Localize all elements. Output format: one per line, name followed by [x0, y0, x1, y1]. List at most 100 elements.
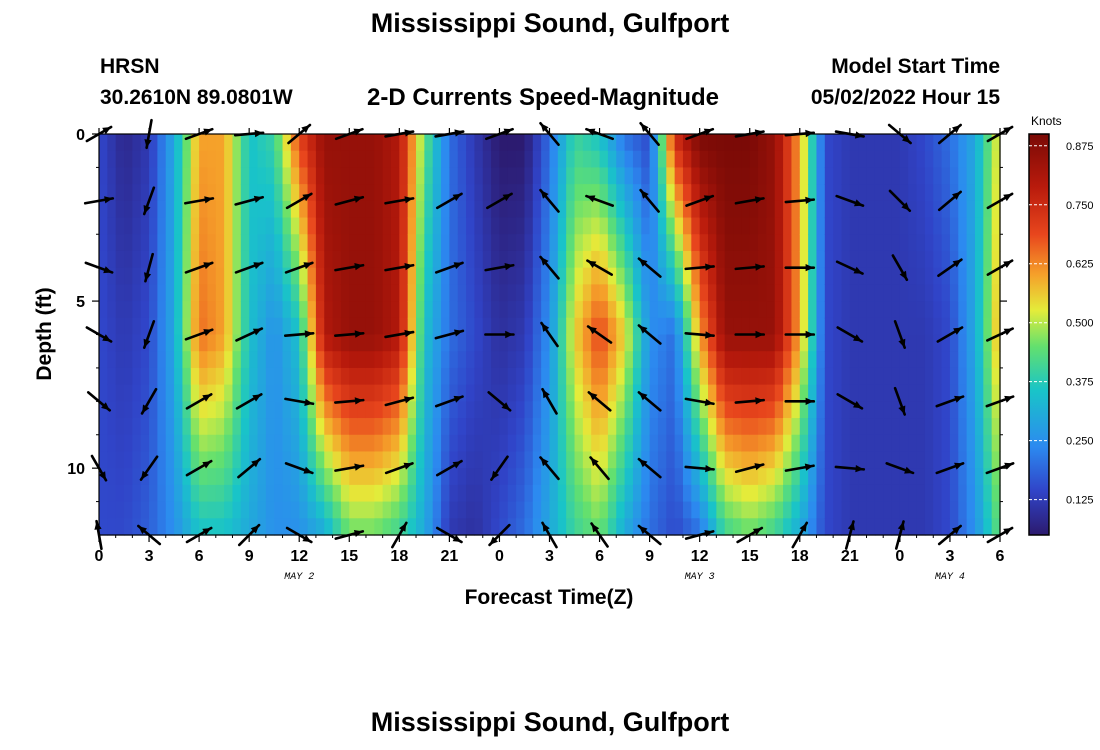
heatmap-cell — [874, 334, 884, 352]
heatmap-cell — [858, 317, 868, 336]
current-vector — [185, 393, 213, 410]
heatmap-cell — [674, 301, 684, 319]
heatmap-cell — [682, 484, 692, 503]
heatmap-cell — [924, 484, 934, 503]
heatmap-cell — [824, 418, 834, 436]
heatmap-cell — [849, 134, 859, 152]
heatmap-cell — [349, 518, 359, 536]
heatmap-cell — [407, 150, 417, 169]
heatmap-cell — [165, 351, 175, 369]
heatmap-cell — [407, 317, 417, 336]
heatmap-cell — [657, 367, 667, 386]
heatmap-cell — [591, 200, 601, 219]
y-tick-label: 5 — [76, 294, 85, 311]
heatmap-cell — [616, 434, 626, 453]
heatmap-cell — [941, 351, 951, 369]
heatmap-cell — [641, 167, 651, 185]
heatmap-cell — [265, 367, 275, 386]
heatmap-cell — [99, 351, 108, 369]
heatmap-cell — [991, 284, 1001, 302]
heatmap-cell — [507, 518, 517, 536]
heatmap-cell — [624, 468, 634, 486]
heatmap-cell — [733, 284, 742, 302]
heatmap-cell — [307, 134, 317, 152]
heatmap-cell — [499, 217, 509, 235]
heatmap-cell — [165, 250, 175, 269]
heatmap-cell — [899, 468, 909, 486]
heatmap-cell — [933, 167, 943, 185]
heatmap-cell — [432, 334, 442, 352]
date-label: MAY 3 — [685, 572, 715, 583]
heatmap-cell — [441, 334, 450, 352]
heatmap-cell — [399, 184, 409, 202]
heatmap-cell — [799, 451, 809, 469]
x-tick-label: 9 — [645, 548, 654, 565]
heatmap-cell — [199, 301, 209, 319]
heatmap-cell — [824, 401, 834, 419]
heatmap-cell — [758, 501, 767, 519]
heatmap-cell — [457, 200, 467, 219]
heatmap-cell — [416, 451, 425, 469]
heatmap-cell — [733, 167, 742, 185]
heatmap-cell — [382, 234, 392, 252]
heatmap-cell — [449, 317, 459, 336]
heatmap-cell — [424, 134, 434, 152]
heatmap-cell — [265, 484, 275, 503]
heatmap-cell — [282, 484, 292, 503]
heatmap-cell — [716, 267, 726, 285]
heatmap-cell — [616, 184, 626, 202]
heatmap-cell — [949, 301, 959, 319]
heatmap-cell — [441, 217, 450, 235]
heatmap-cell — [149, 351, 158, 369]
heatmap-cell — [249, 217, 259, 235]
heatmap-cell — [199, 451, 209, 469]
heatmap-cell — [207, 150, 217, 169]
heatmap-cell — [541, 434, 551, 453]
heatmap-cell — [199, 200, 209, 219]
heatmap-cell — [557, 401, 567, 419]
heatmap-cell — [390, 267, 400, 285]
heatmap-cell — [657, 451, 667, 469]
heatmap-cell — [532, 167, 542, 185]
heatmap-cell — [674, 518, 684, 536]
heatmap-cell — [215, 518, 225, 536]
heatmap-cell — [365, 401, 375, 419]
heatmap-cell — [115, 501, 125, 519]
current-vector — [937, 258, 963, 277]
current-vector — [834, 465, 866, 473]
heatmap-cell — [332, 184, 342, 202]
heatmap-cell — [399, 384, 409, 402]
heatmap-cell — [365, 217, 375, 235]
heatmap-cell — [365, 434, 375, 453]
heatmap-cell — [307, 217, 317, 235]
heatmap-cell — [524, 167, 534, 185]
current-vector — [734, 196, 765, 205]
heatmap-cell — [674, 468, 684, 486]
heatmap-cell — [624, 351, 634, 369]
heatmap-cell — [249, 351, 259, 369]
x-tick-label: 3 — [945, 548, 954, 565]
heatmap-cell — [99, 418, 108, 436]
heatmap-cell — [908, 501, 918, 519]
heatmap-cell — [983, 384, 993, 402]
heatmap-cell — [249, 184, 259, 202]
heatmap-cell — [924, 418, 934, 436]
heatmap-cell — [841, 434, 851, 453]
heatmap-cell — [441, 418, 450, 436]
heatmap-cell — [916, 334, 926, 352]
heatmap-cell — [874, 234, 884, 252]
heatmap-cell — [758, 234, 767, 252]
heatmap-cell — [874, 301, 884, 319]
heatmap-cell — [399, 200, 409, 219]
heatmap-cell — [833, 267, 843, 285]
heatmap-cell — [407, 518, 417, 536]
heatmap-cell — [499, 384, 509, 402]
heatmap-cell — [99, 234, 108, 252]
heatmap-cell — [632, 451, 642, 469]
heatmap-cell — [674, 384, 684, 402]
heatmap-cell — [991, 334, 1001, 352]
heatmap-cell — [407, 250, 417, 269]
heatmap-cell — [816, 184, 826, 202]
heatmap-cell — [299, 234, 309, 252]
